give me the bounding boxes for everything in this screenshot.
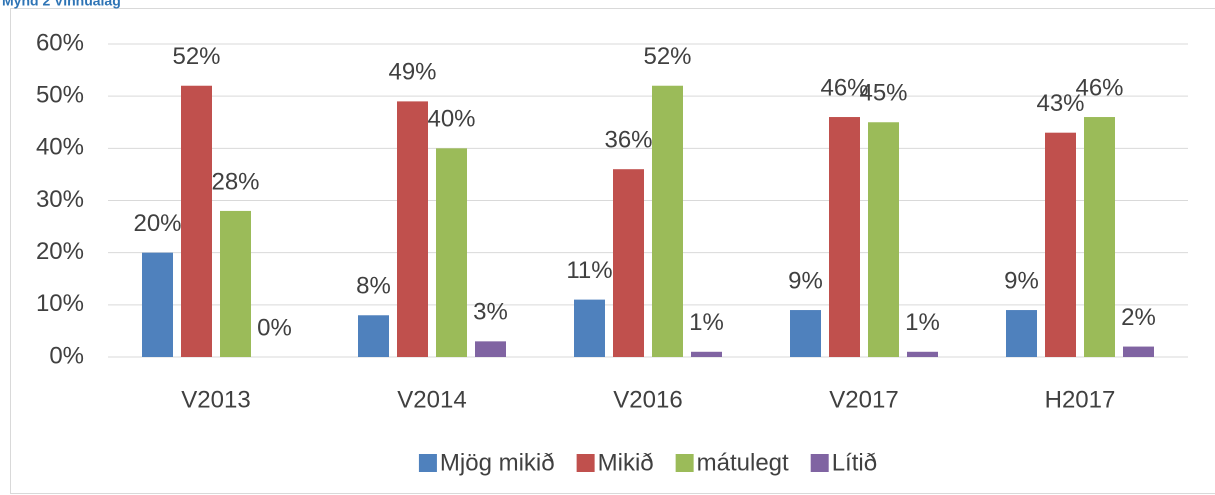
data-label: 1% (689, 309, 724, 336)
data-label: 52% (172, 43, 220, 70)
x-tick-label: H2017 (1045, 386, 1116, 413)
data-label: 11% (566, 257, 612, 284)
data-label: 1% (905, 309, 940, 336)
bar (1084, 117, 1115, 358)
y-tick-label: 40% (36, 134, 84, 161)
bar (436, 148, 467, 357)
data-label: 9% (788, 267, 823, 294)
x-tick-label: V2013 (181, 386, 250, 413)
legend-swatch (418, 454, 437, 472)
data-label: 43% (1036, 90, 1084, 117)
bar (829, 117, 860, 358)
y-tick-label: 10% (36, 290, 84, 317)
data-label: 28% (211, 168, 259, 195)
x-tick-label: V2014 (397, 386, 466, 413)
data-label: 2% (1121, 304, 1156, 331)
bar (397, 101, 428, 357)
bar (142, 252, 173, 357)
bar (220, 210, 251, 357)
legend-label: Mikið (598, 449, 654, 476)
x-tick-label: V2017 (829, 386, 898, 413)
data-label: 45% (859, 80, 907, 107)
legend-label: Lítið (832, 449, 877, 476)
y-tick-label: 60% (36, 29, 84, 56)
legend-swatch (810, 454, 829, 472)
bar (181, 85, 212, 357)
bar (574, 299, 605, 357)
data-label: 46% (1075, 74, 1123, 101)
data-label: 20% (133, 210, 181, 237)
data-label: 40% (427, 106, 475, 133)
bar (358, 315, 389, 357)
bar (691, 351, 722, 357)
bar (475, 341, 506, 357)
bar (868, 122, 899, 357)
bar (1123, 346, 1154, 357)
bar (652, 85, 683, 357)
legend-swatch (576, 454, 595, 472)
y-tick-label: 0% (49, 342, 84, 369)
data-label: 49% (388, 59, 436, 86)
chart-title: Mynd 2 Vinnuálag (2, 0, 121, 9)
data-label: 52% (643, 43, 691, 70)
bar (790, 310, 821, 357)
bar (907, 351, 938, 357)
data-label: 3% (473, 299, 508, 326)
data-label: 46% (820, 74, 868, 101)
y-tick-label: 50% (36, 82, 84, 109)
y-tick-label: 30% (36, 186, 84, 213)
data-label: 8% (356, 273, 391, 300)
legend-label: mátulegt (697, 449, 789, 476)
legend-swatch (675, 454, 694, 472)
data-label: 36% (604, 127, 652, 154)
y-tick-label: 20% (36, 238, 84, 265)
bar (1045, 132, 1076, 357)
legend-label: Mjög mikið (440, 449, 555, 476)
bar (613, 169, 644, 357)
x-tick-label: V2016 (613, 386, 682, 413)
data-label: 0% (257, 314, 292, 341)
data-label: 9% (1004, 267, 1039, 294)
bar (1006, 310, 1037, 357)
